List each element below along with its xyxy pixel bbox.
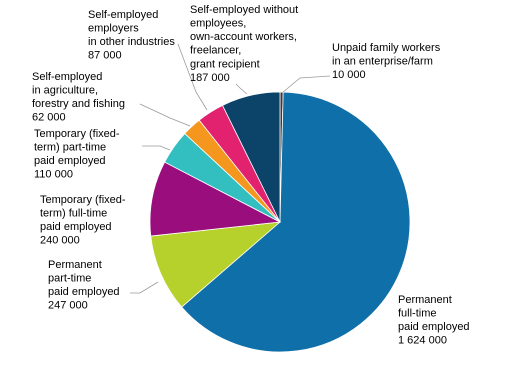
value-label: 1 624 000 [398,335,447,347]
slice-label: paid employed [398,321,470,333]
value-label: 240 000 [40,235,80,247]
slice-label: Permanent [398,294,452,306]
slice-label: paid employed [40,221,112,233]
slice-label: grant recipient [190,58,260,70]
slice-label: Self-employed [32,71,102,83]
value-label: 110 000 [34,169,73,181]
pie-slice [149,161,282,237]
slice-label: Self-employed without [190,4,298,16]
slice-label: part-time [48,273,91,285]
slice-label: freelancer, [190,45,241,57]
leader-line [177,43,208,111]
value-label: 247 000 [48,300,88,312]
leader-line [142,145,171,151]
pie-slice [150,221,282,308]
pie-slice [181,91,411,353]
slice-label: in agriculture, [32,85,98,97]
value-label: 10 000 [332,69,366,81]
leader-line [281,75,331,94]
slice-label: forestry and fishing [32,98,125,110]
slice-label: term) full-time [40,208,107,220]
slice-label: own-account workers, [190,31,297,43]
slice-label: in an enterprise/farm [332,56,433,68]
leader-line [130,281,159,294]
slice-label: paid employed [34,155,106,167]
value-label: 62 000 [32,112,66,124]
slice-label: full-time [398,308,437,320]
slice-label: Unpaid family workers [332,42,441,54]
pie-slice [222,91,281,223]
slice-label: employees, [190,18,246,30]
value-label: 187 000 [190,72,230,84]
leader-line [139,103,191,127]
value-label: 87 000 [88,50,122,62]
slice-label: Permanent [48,259,102,271]
slice-label: term) part-time [34,142,106,154]
slice-label: paid employed [48,286,120,298]
slice-label: Self-employed [88,9,158,21]
slice-label: employers [88,23,139,35]
slice-label: Temporary (fixed- [34,128,120,140]
slice-label: in other industries [88,36,175,48]
leader-line [235,83,248,95]
slice-label: Temporary (fixed- [40,194,126,206]
